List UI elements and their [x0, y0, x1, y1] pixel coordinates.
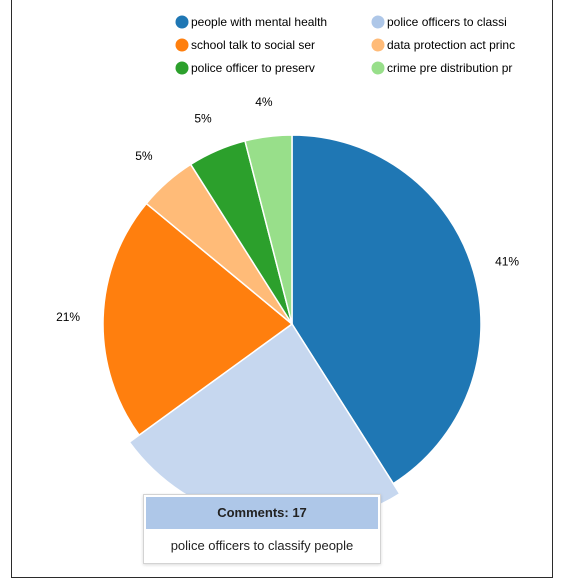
legend-swatch: [175, 38, 189, 52]
legend-label: people with mental health: [191, 15, 327, 29]
legend-swatch: [175, 61, 189, 75]
pie-slices: [102, 134, 482, 526]
slice-percent-label: 5%: [135, 149, 153, 163]
slice-percent-label: 21%: [56, 310, 80, 324]
legend-label: data protection act princ: [387, 38, 515, 52]
pie-slice[interactable]: [244, 134, 293, 325]
slice-percent-label: 41%: [495, 255, 519, 269]
legend-item[interactable]: data protection act princ: [371, 38, 516, 52]
tooltip-text: police officers to classify people: [170, 538, 354, 553]
legend-label: crime pre distribution pr: [387, 61, 512, 75]
tooltip: Comments: 17 police officers to classify…: [143, 494, 381, 564]
slice-percent-label: 4%: [255, 95, 273, 109]
legend: people with mental health police officers…: [175, 15, 516, 75]
legend-item[interactable]: police officers to classi: [371, 15, 507, 29]
pie-chart: people with mental health police officers…: [56, 15, 519, 526]
legend-item[interactable]: people with mental health: [175, 15, 328, 29]
legend-swatch: [371, 38, 385, 52]
legend-swatch: [371, 15, 385, 29]
pie-slice[interactable]: [102, 202, 294, 437]
pie-slice[interactable]: [291, 134, 482, 485]
legend-item[interactable]: school talk to social ser: [175, 38, 316, 52]
legend-label: school talk to social ser: [191, 38, 315, 52]
slice-percent-label: 5%: [194, 111, 212, 125]
legend-item[interactable]: police officer to preserv: [175, 61, 315, 75]
tooltip-title: Comments: 17: [146, 497, 378, 529]
chart-frame: people with mental health police officers…: [11, 0, 553, 578]
legend-swatch: [371, 61, 385, 75]
legend-item[interactable]: crime pre distribution pr: [371, 61, 513, 75]
legend-label: police officers to classi: [387, 15, 507, 29]
pie-labels: 41% 21% 5% 5% 4%: [56, 95, 519, 324]
legend-label: police officer to preserv: [191, 61, 315, 75]
legend-swatch: [175, 15, 189, 29]
